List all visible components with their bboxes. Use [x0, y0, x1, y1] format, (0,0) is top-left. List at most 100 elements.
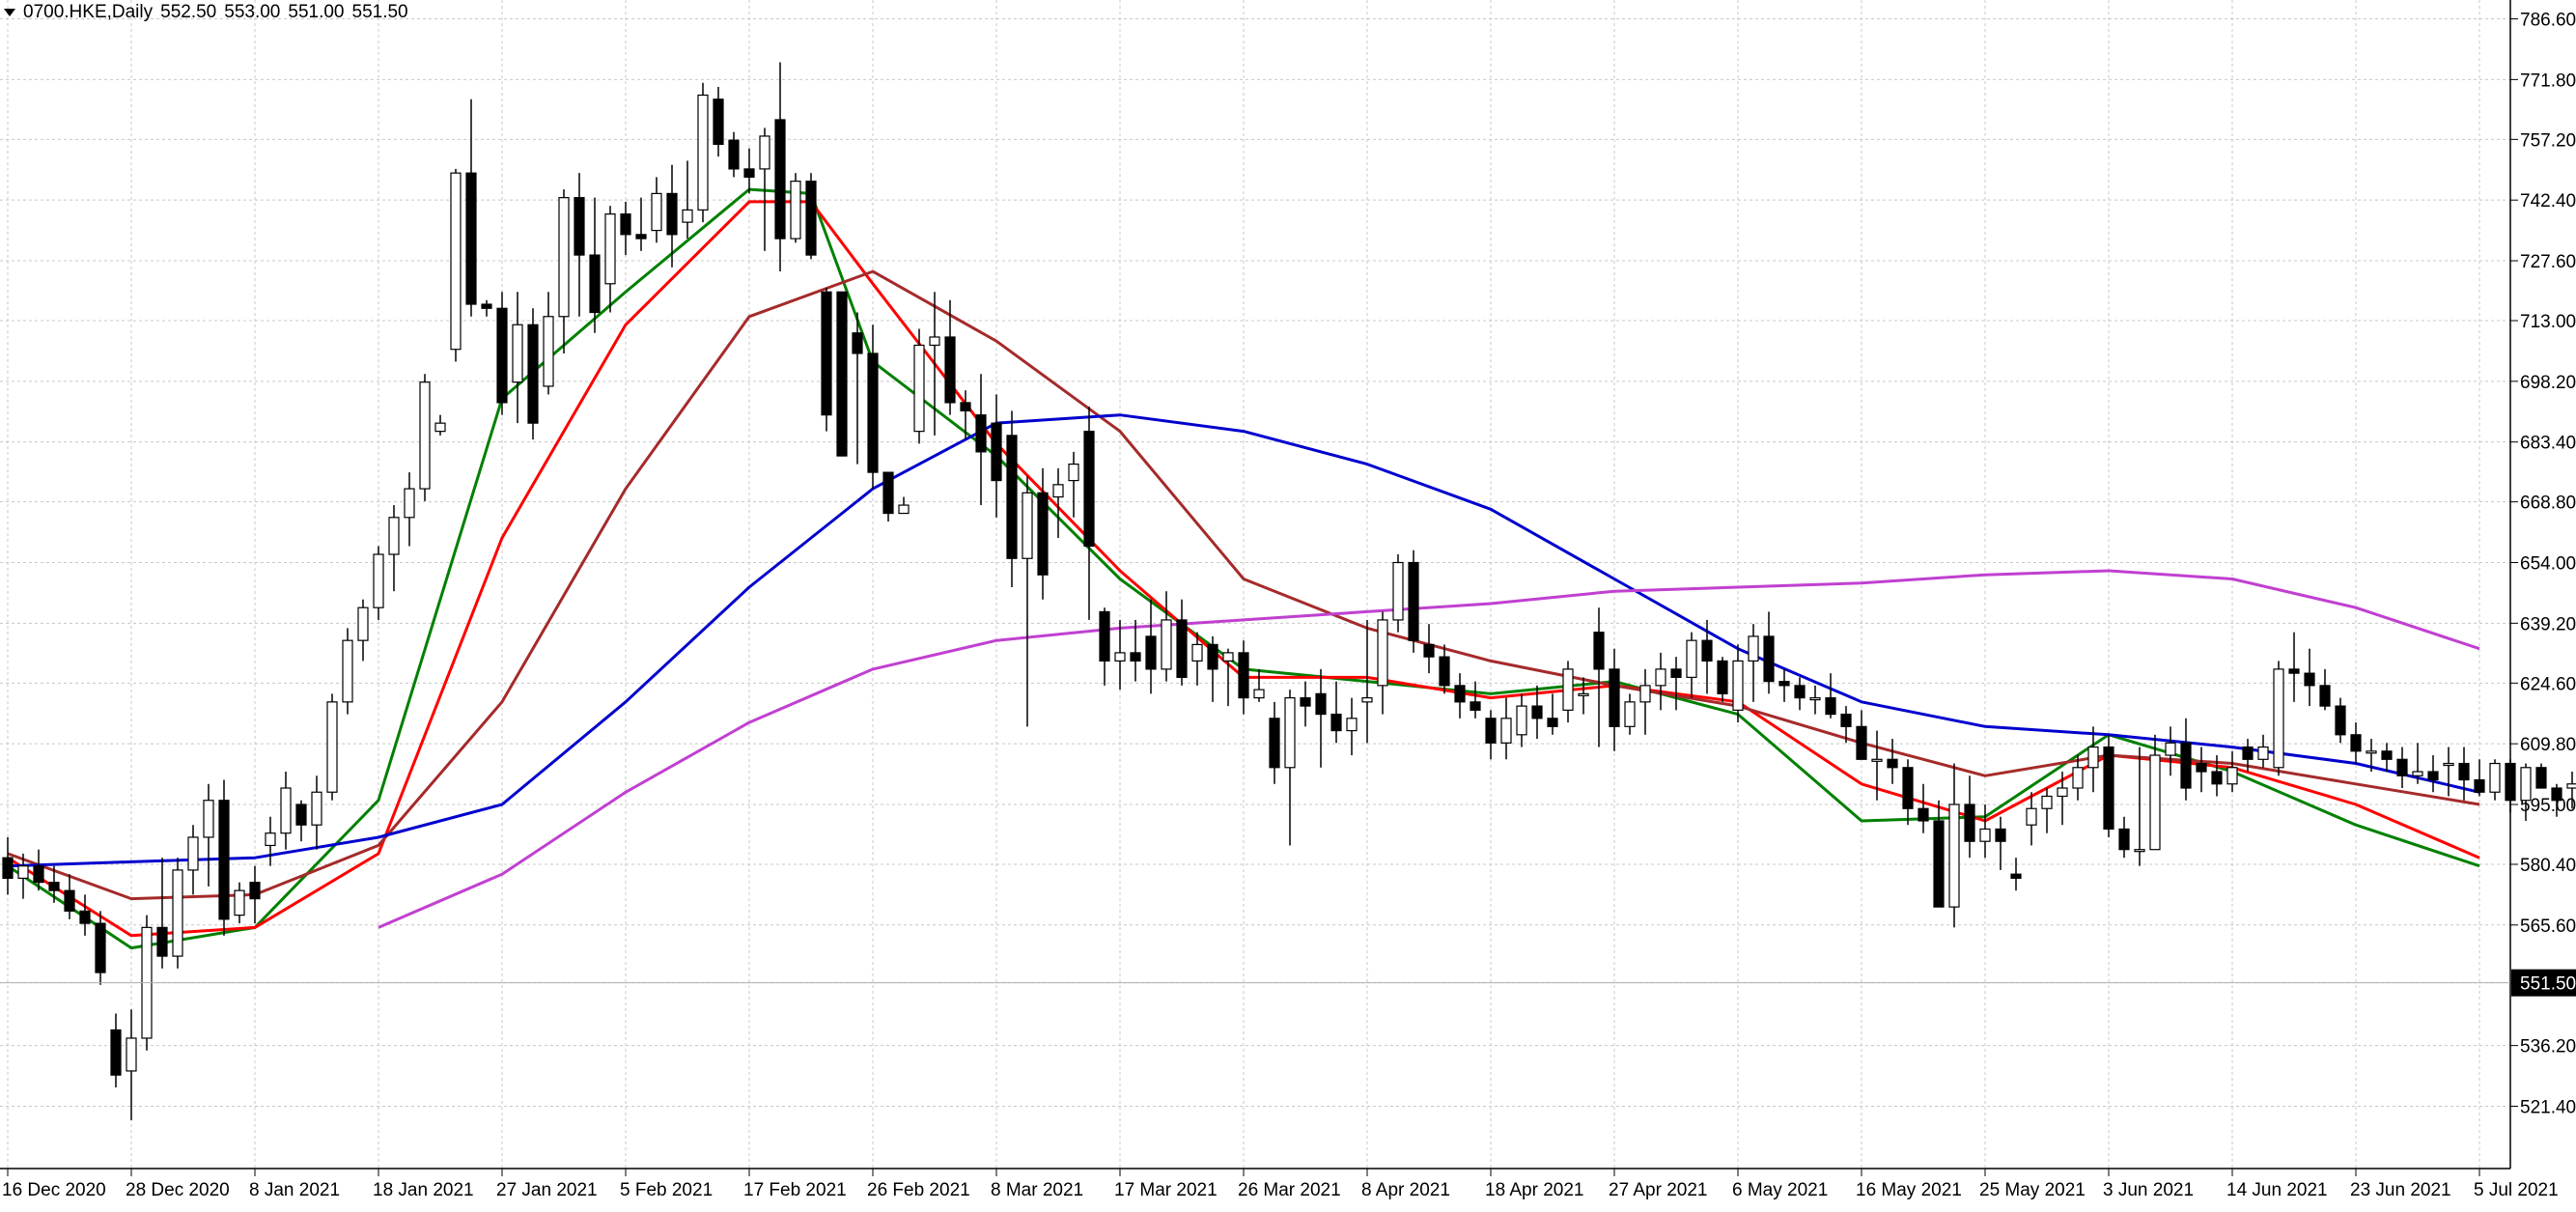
candle [420, 374, 430, 501]
candle-body-bull [312, 792, 322, 825]
candle-body-bear [945, 337, 955, 403]
candle-body-bull [2444, 764, 2453, 766]
candle-body-bear [729, 140, 739, 169]
y-tick-label: 580.40 [2520, 856, 2576, 876]
candle-body-bear [2011, 874, 2021, 878]
candle-body-bear [49, 883, 59, 890]
x-tick-label: 18 Jan 2021 [373, 1180, 474, 1200]
candle-body-bull [435, 423, 445, 431]
candle-body-bear [636, 235, 646, 239]
candle-body-bear [1146, 636, 1156, 669]
candle-body-bear [1131, 653, 1140, 661]
y-tick-label: 624.60 [2520, 674, 2576, 694]
candle-body-bear [528, 324, 538, 423]
candle-body-bear [2181, 743, 2191, 788]
candle [2536, 764, 2546, 788]
y-tick-label: 698.20 [2520, 373, 2576, 393]
ohlc-close: 551.50 [352, 2, 408, 22]
candle-body-bull [188, 837, 198, 870]
candle-body-bear [2289, 669, 2299, 673]
candle-body-bull [18, 866, 28, 879]
candle-body-bear [1239, 653, 1248, 698]
candle-body-bear [2320, 686, 2330, 706]
candle-body-bull [235, 890, 244, 915]
candle [837, 292, 847, 456]
candle-body-bear [2197, 764, 2206, 772]
x-tick-label: 27 Apr 2021 [1609, 1180, 1707, 1200]
candle-body-bear [883, 472, 893, 513]
candle-body-bear [1764, 636, 1774, 682]
y-tick-label: 742.40 [2520, 191, 2576, 211]
candle-body-bear [2552, 788, 2562, 801]
candle-body-bull [1115, 653, 1125, 661]
candle-body-bull [1810, 698, 1820, 700]
x-tick-label: 5 Jul 2021 [2474, 1180, 2559, 1200]
candle-body-bull [420, 382, 430, 489]
candle-body-bear [667, 193, 677, 234]
x-tick-label: 8 Apr 2021 [1361, 1180, 1450, 1200]
candle-body-bull [2166, 743, 2175, 755]
candle-body-bull [930, 337, 939, 345]
candle [806, 173, 816, 259]
ohlc-low: 551.00 [288, 2, 344, 22]
y-tick-label: 757.20 [2520, 130, 2576, 151]
candle-body-bear [1301, 698, 1310, 706]
candle-body-bull [605, 214, 615, 284]
y-tick-label: 786.60 [2520, 11, 2576, 31]
candle-body-bull [1501, 719, 1511, 743]
candle [327, 693, 337, 800]
x-tick-label: 26 Feb 2021 [867, 1180, 970, 1200]
candle-body-bear [1996, 829, 2005, 841]
candle-body-bear [1409, 562, 1418, 640]
candle-body-bull [1656, 669, 1666, 686]
candle-body-bear [1455, 686, 1465, 702]
candle-body-bull [2567, 784, 2576, 788]
x-tick-label: 8 Mar 2021 [991, 1180, 1083, 1200]
candle-body-bull [2073, 768, 2083, 788]
candle-body-bear [822, 292, 831, 414]
candle-body-bear [1424, 644, 1434, 657]
candle-body-bear [1532, 706, 1542, 719]
y-tick-label: 536.20 [2520, 1037, 2576, 1057]
x-tick-label: 28 Dec 2020 [126, 1180, 230, 1200]
candle-body-bear [80, 911, 90, 923]
candle-body-bear [1795, 686, 1805, 698]
candle-body-bear [1857, 726, 1866, 759]
candle-body-bull [544, 317, 553, 386]
candle [791, 173, 800, 242]
candle-body-bear [1440, 657, 1449, 686]
candle-body-bull [899, 505, 909, 513]
collapse-triangle-icon[interactable] [4, 9, 15, 16]
chart-header: 0700.HKE,Daily 552.50 553.00 551.00 551.50 [4, 2, 416, 23]
x-tick-label: 27 Jan 2021 [496, 1180, 598, 1200]
y-tick-label: 565.60 [2520, 916, 2576, 937]
symbol-timeframe: 0700.HKE,Daily [23, 2, 153, 22]
candle-body-bull [1254, 690, 1264, 697]
candle-body-bull [1393, 562, 1403, 619]
candle-body-bull [1192, 644, 1202, 661]
candle-body-bear [3, 858, 13, 878]
candle-body-bull [914, 345, 924, 431]
candle [2274, 661, 2283, 775]
candle-body-bear [992, 423, 1001, 480]
candle-body-bull [2521, 768, 2531, 801]
x-tick-label: 8 Jan 2021 [249, 1180, 340, 1200]
candle-body-bull [1517, 706, 1526, 735]
y-tick-label: 771.80 [2520, 70, 2576, 91]
y-tick-label: 639.20 [2520, 614, 2576, 634]
candle-body-bull [1362, 698, 1372, 702]
candle-body-bull [266, 833, 275, 846]
candle-body-bear [2506, 764, 2515, 801]
candle-body-bear [2243, 747, 2253, 760]
candle-body-bear [1702, 640, 1712, 661]
candle-body-bear [2459, 764, 2469, 780]
candle-body-bear [2475, 780, 2484, 793]
y-tick-label: 668.80 [2520, 493, 2576, 514]
candle-body-bear [1903, 768, 1913, 808]
candle-body-bear [590, 255, 600, 312]
y-tick-label: 609.80 [2520, 735, 2576, 755]
candle-body-bull [405, 489, 414, 518]
candle-body-bull [1625, 702, 1635, 726]
candle-body-bear [466, 173, 476, 304]
